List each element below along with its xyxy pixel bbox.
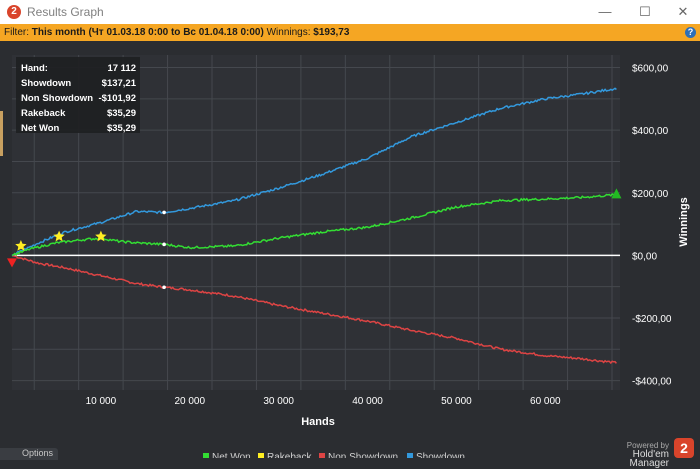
filter-bar: Filter: This month (Чт 01.03.18 0:00 to …	[0, 24, 700, 41]
x-tick-label: 60 000	[530, 396, 561, 407]
filter-label: Filter:	[4, 27, 29, 38]
x-axis-label: Hands	[301, 416, 335, 428]
series-line-showdown	[11, 87, 617, 257]
minimize-button[interactable]: —	[598, 4, 612, 19]
y-tick-label: -$200,00	[632, 314, 672, 325]
close-button[interactable]: ✕	[677, 4, 689, 19]
x-tick-label: 20 000	[174, 396, 205, 407]
stats-label: Rakeback	[21, 108, 66, 119]
star-marker	[15, 240, 27, 251]
legend-swatch-net-won	[203, 453, 209, 459]
legend: Net Won Rakeback Non Showdown Showdown	[203, 452, 465, 463]
hover-point	[162, 210, 166, 215]
brand-name: Hold'em Manager	[629, 449, 669, 469]
y-tick-label: $600,00	[632, 64, 669, 75]
hover-point	[162, 285, 166, 290]
y-tick-label: $400,00	[632, 126, 669, 137]
powered-by-text: Powered by	[626, 441, 669, 450]
app-icon: 2	[7, 5, 21, 19]
x-tick-label: 50 000	[441, 396, 472, 407]
window-title: Results Graph	[27, 5, 104, 19]
stats-label: Net Won	[21, 123, 60, 134]
title-bar: 2 Results Graph — ☐ ✕	[0, 0, 700, 24]
winnings-label: Winnings:	[266, 27, 311, 38]
stats-box: Hand: 17 112 Showdown $137,21 Non Showdown -$…	[16, 57, 140, 134]
stats-label: Non Showdown	[21, 93, 93, 104]
series-line-net-won	[11, 193, 617, 257]
x-tick-label: 40 000	[352, 396, 383, 407]
stats-value: $35,29	[107, 108, 136, 119]
hover-point	[162, 242, 166, 247]
legend-label-non-showdown[interactable]: Non Showdown	[328, 452, 398, 463]
start-marker	[7, 258, 17, 268]
stats-box-bg	[16, 57, 140, 133]
powered-by: Powered by Hold'em Manager	[617, 441, 669, 469]
hm-logo: 2	[674, 438, 694, 458]
options-label[interactable]: Options	[22, 448, 54, 458]
x-tick-label: 30 000	[263, 396, 294, 407]
legend-swatch-non-showdown	[319, 453, 325, 459]
help-icon[interactable]: ?	[685, 27, 696, 38]
legend-swatch-rakeback	[258, 453, 264, 459]
stats-value: $137,21	[102, 78, 137, 89]
series-line-non-showdown	[11, 254, 617, 365]
x-tick-label: 10 000	[86, 396, 117, 407]
maximize-button[interactable]: ☐	[639, 4, 651, 19]
y-axis-label: Winnings	[678, 197, 690, 246]
legend-label-rakeback[interactable]: Rakeback	[267, 452, 312, 463]
legend-label-showdown[interactable]: Showdown	[416, 452, 465, 463]
star-marker	[95, 230, 107, 242]
winnings-value: $193,73	[313, 27, 350, 38]
stats-label: Hand:	[21, 63, 48, 74]
legend-swatch-showdown	[407, 453, 413, 459]
y-tick-label: $200,00	[632, 189, 669, 200]
filter-value[interactable]: This month (Чт 01.03.18 0:00 to Вс 01.04…	[31, 27, 264, 38]
stats-label: Showdown	[21, 78, 71, 89]
results-graph: -$400,00 -$200,00 $0,00 $200,00 $400,00 $600,…	[0, 41, 700, 463]
end-marker	[611, 188, 622, 199]
stats-value: -$101,92	[98, 93, 136, 104]
star-marker	[53, 230, 65, 242]
legend-label-net-won[interactable]: Net Won	[212, 452, 251, 463]
stats-value: 17 112	[107, 63, 136, 74]
y-tick-label: -$400,00	[632, 377, 672, 388]
y-tick-label: $0,00	[632, 251, 657, 262]
options-tab[interactable]: Options	[0, 448, 58, 460]
stats-value: $35,29	[107, 123, 136, 134]
left-edge-tab	[0, 111, 3, 156]
chart-svg: -$400,00 -$200,00 $0,00 $200,00 $400,00 $600,…	[0, 55, 690, 463]
